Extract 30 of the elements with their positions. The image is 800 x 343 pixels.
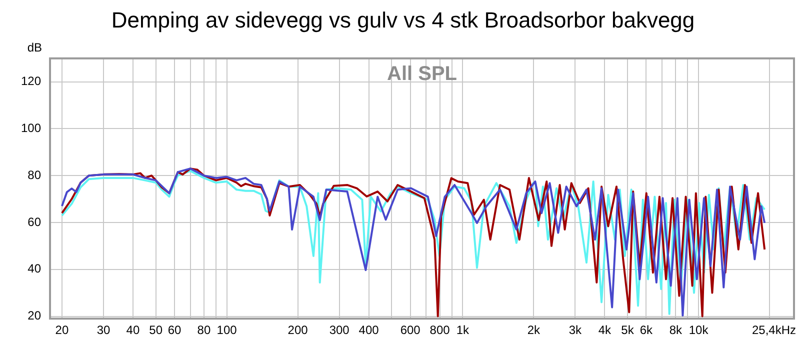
x-tick-label: 1k [456,323,470,338]
x-tick-label: 100 [216,323,238,338]
x-tick-label: 40 [126,323,140,338]
x-tick-label: 20 [55,323,69,338]
x-tick-label: 4k [598,323,612,338]
chart-title: Demping av sidevegg vs gulv vs 4 stk Broadsorbor bakvegg [111,7,695,32]
x-tick-label: 3k [568,323,583,338]
annotation: All SPL [387,62,458,85]
x-tick-label: 2k [527,323,541,338]
y-axis-title: dB [27,40,42,55]
x-tick-label: 80 [197,323,211,338]
y-tick-label: 100 [20,121,42,136]
x-tick-label: 400 [358,323,380,338]
x-axis-title: 25,4kHz [752,322,796,337]
x-tick-label: 60 [168,323,182,338]
y-tick-label: 40 [28,262,42,276]
x-tick-label: 8k [669,323,683,338]
y-tick-label: 60 [28,214,42,229]
x-tick-label: 10k [688,323,710,338]
x-tick-label: 6k [640,323,654,338]
y-tick-label: 20 [28,308,42,323]
x-tick-label: 800 [430,323,450,338]
x-tick-label: 300 [329,323,350,338]
x-tick-label: 200 [288,323,308,338]
x-tick-label: 600 [400,323,421,338]
y-tick-label: 120 [20,74,42,88]
y-tick-label: 80 [28,168,42,182]
x-tick-label: 30 [96,323,110,338]
x-tick-label: 5k [621,323,635,338]
x-tick-label: 50 [149,323,163,338]
